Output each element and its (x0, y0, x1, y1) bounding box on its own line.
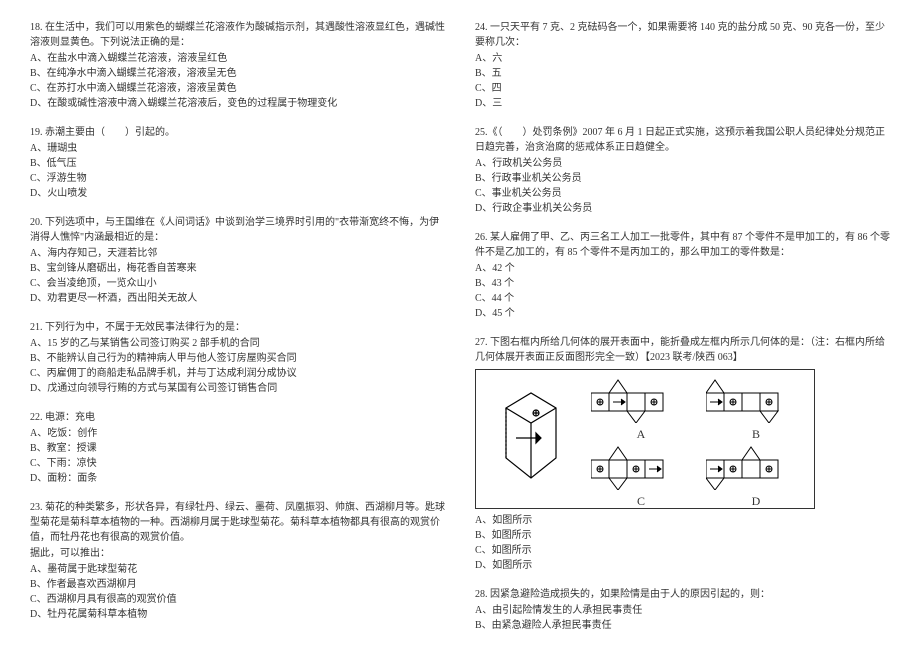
q23-stem1: 23. 菊花的种类繁多，形状各异，有绿牡丹、绿云、墨荷、凤凰振羽、帅旗、西湖柳月… (30, 500, 445, 545)
net-c: C (591, 445, 691, 510)
net-d: D (706, 445, 806, 510)
q19-stem: 19. 赤潮主要由（ ）引起的。 (30, 125, 445, 140)
q18-opt-b: B、在纯净水中滴入蝴蝶兰花溶液，溶液呈无色 (30, 66, 445, 81)
q20-stem: 20. 下列选项中，与王国维在《人间词话》中谈到治学三境界时引用的"衣带渐宽终不… (30, 215, 445, 245)
q19-opt-d: D、火山喷发 (30, 186, 445, 201)
question-18: 18. 在生活中，我们可以用紫色的蝴蝶兰花溶液作为酸碱指示剂，其遇酸性溶液显红色… (30, 20, 445, 111)
question-19: 19. 赤潮主要由（ ）引起的。 A、珊瑚虫 B、低气压 C、浮游生物 D、火山… (30, 125, 445, 201)
q21-stem: 21. 下列行为中，不属于无效民事法律行为的是： (30, 320, 445, 335)
net-c-icon (591, 445, 691, 490)
q24-opt-a: A、六 (475, 51, 890, 66)
net-c-label: C (591, 492, 691, 510)
q21-opt-a: A、15 岁的乙与某销售公司签订购买 2 部手机的合同 (30, 336, 445, 351)
q26-stem: 26. 某人雇佣了甲、乙、丙三名工人加工一批零件，其中有 87 个零件不是甲加工… (475, 230, 890, 260)
q21-opt-d: D、戊通过向领导行贿的方式与某国有公司签订销售合同 (30, 381, 445, 396)
q23-stem2: 据此，可以推出： (30, 546, 445, 561)
question-20: 20. 下列选项中，与王国维在《人间词话》中谈到治学三境界时引用的"衣带渐宽终不… (30, 215, 445, 306)
q27-opt-d: D、如图所示 (475, 558, 890, 573)
q19-opt-c: C、浮游生物 (30, 171, 445, 186)
q26-opt-b: B、43 个 (475, 276, 890, 291)
net-d-icon (706, 445, 806, 490)
question-21: 21. 下列行为中，不属于无效民事法律行为的是： A、15 岁的乙与某销售公司签… (30, 320, 445, 396)
right-column: 24. 一只天平有 7 克、2 克砝码各一个，如果需要将 140 克的盐分成 5… (475, 20, 890, 631)
q25-opt-b: B、行政事业机关公务员 (475, 171, 890, 186)
q24-opt-b: B、五 (475, 66, 890, 81)
q28-opt-b: B、由紧急避险人承担民事责任 (475, 618, 890, 633)
q18-opt-d: D、在酸或碱性溶液中滴入蝴蝶兰花溶液后，变色的过程属于物理变化 (30, 96, 445, 111)
q25-opt-c: C、事业机关公务员 (475, 186, 890, 201)
q27-opt-b: B、如图所示 (475, 528, 890, 543)
q22-stem: 22. 电源：充电 (30, 410, 445, 425)
question-25: 25.《（ ）处罚条例》2007 年 6 月 1 日起正式实施，这预示着我国公职… (475, 125, 890, 216)
q18-stem: 18. 在生活中，我们可以用紫色的蝴蝶兰花溶液作为酸碱指示剂，其遇酸性溶液显红色… (30, 20, 445, 50)
q20-opt-d: D、劝君更尽一杯酒，西出阳关无故人 (30, 291, 445, 306)
net-a-icon (591, 378, 691, 423)
question-24: 24. 一只天平有 7 克、2 克砝码各一个，如果需要将 140 克的盐分成 5… (475, 20, 890, 111)
q23-opt-a: A、墨荷属于匙球型菊花 (30, 562, 445, 577)
q22-opt-c: C、下雨：凉快 (30, 456, 445, 471)
q21-opt-c: C、丙雇佣丁的商船走私品牌手机，并与丁达成利润分成协议 (30, 366, 445, 381)
question-23: 23. 菊花的种类繁多，形状各异，有绿牡丹、绿云、墨荷、凤凰振羽、帅旗、西湖柳月… (30, 500, 445, 622)
q23-opt-d: D、牡丹花属菊科草本植物 (30, 607, 445, 622)
q27-figure: A B (475, 369, 815, 509)
q25-stem: 25.《（ ）处罚条例》2007 年 6 月 1 日起正式实施，这预示着我国公职… (475, 125, 890, 155)
q28-opt-a: A、由引起险情发生的人承担民事责任 (475, 603, 890, 618)
q27-opt-c: C、如图所示 (475, 543, 890, 558)
question-26: 26. 某人雇佣了甲、乙、丙三名工人加工一批零件，其中有 87 个零件不是甲加工… (475, 230, 890, 321)
q18-opt-c: C、在苏打水中滴入蝴蝶兰花溶液，溶液呈黄色 (30, 81, 445, 96)
q25-opt-a: A、行政机关公务员 (475, 156, 890, 171)
q24-stem: 24. 一只天平有 7 克、2 克砝码各一个，如果需要将 140 克的盐分成 5… (475, 20, 890, 50)
q20-opt-c: C、会当凌绝顶，一览众山小 (30, 276, 445, 291)
q22-opt-b: B、教室：授课 (30, 441, 445, 456)
q19-opt-a: A、珊瑚虫 (30, 141, 445, 156)
q23-opt-c: C、西湖柳月具有很高的观赏价值 (30, 592, 445, 607)
q27-stem: 27. 下图右框内所给几何体的展开表面中，能折叠成左框内所示几何体的是：（注：右… (475, 335, 890, 365)
net-b-icon (706, 378, 806, 423)
q27-opt-a: A、如图所示 (475, 513, 890, 528)
q22-opt-d: D、面粉：面条 (30, 471, 445, 486)
q19-opt-b: B、低气压 (30, 156, 445, 171)
q22-opt-a: A、吃饭：创作 (30, 426, 445, 441)
net-b-label: B (706, 425, 806, 443)
question-28: 28. 因紧急避险造成损失的，如果险情是由于人的原因引起的，则： A、由引起险情… (475, 587, 890, 633)
q26-opt-a: A、42 个 (475, 261, 890, 276)
net-d-label: D (706, 492, 806, 510)
question-22: 22. 电源：充电 A、吃饭：创作 B、教室：授课 C、下雨：凉快 D、面粉：面… (30, 410, 445, 486)
q20-opt-b: B、宝剑锋从磨砺出，梅花香自苦寒来 (30, 261, 445, 276)
q21-opt-b: B、不能辨认自己行为的精神病人甲与他人签订房屋购买合同 (30, 351, 445, 366)
left-column: 18. 在生活中，我们可以用紫色的蝴蝶兰花溶液作为酸碱指示剂，其遇酸性溶液显红色… (30, 20, 445, 631)
q18-opt-a: A、在盐水中滴入蝴蝶兰花溶液，溶液呈红色 (30, 51, 445, 66)
net-a: A (591, 378, 691, 443)
net-b: B (706, 378, 806, 443)
q20-opt-a: A、海内存知己，天涯若比邻 (30, 246, 445, 261)
q24-opt-c: C、四 (475, 81, 890, 96)
q26-opt-d: D、45 个 (475, 306, 890, 321)
net-a-label: A (591, 425, 691, 443)
q23-opt-b: B、作者最喜欢西湖柳月 (30, 577, 445, 592)
q24-opt-d: D、三 (475, 96, 890, 111)
q28-stem: 28. 因紧急避险造成损失的，如果险情是由于人的原因引起的，则： (475, 587, 890, 602)
q26-opt-c: C、44 个 (475, 291, 890, 306)
q25-opt-d: D、行政企事业机关公务员 (475, 201, 890, 216)
question-27: 27. 下图右框内所给几何体的展开表面中，能折叠成左框内所示几何体的是：（注：右… (475, 335, 890, 573)
prism-shape-icon (486, 388, 576, 488)
